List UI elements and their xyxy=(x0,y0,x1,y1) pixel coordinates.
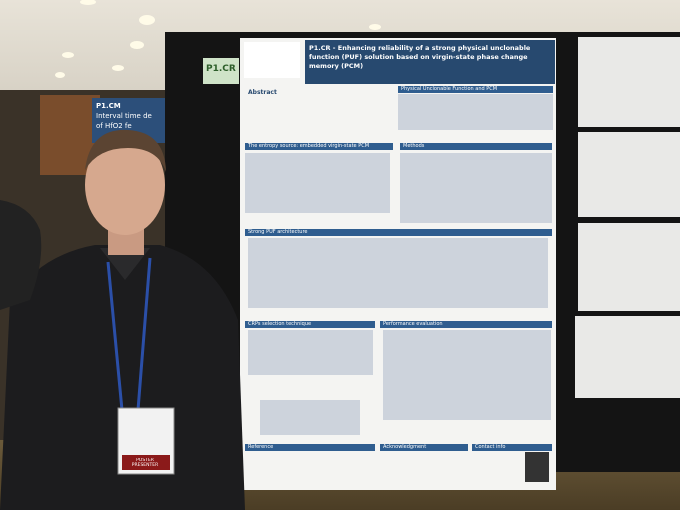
section-heading: The entropy source: embedded virgin-stat… xyxy=(245,143,393,150)
section-heading: Contact info xyxy=(472,444,552,451)
board-label: P1.CR xyxy=(206,64,236,74)
poster-title-band xyxy=(305,40,555,84)
badge-role: POSTER PRESENTER xyxy=(131,458,159,468)
left-sign-title: Interval time de xyxy=(96,112,152,120)
ceiling-lights xyxy=(55,0,381,78)
badge-ribbon xyxy=(122,455,170,470)
face xyxy=(85,135,165,235)
board-label-plate xyxy=(203,58,239,84)
collar xyxy=(100,248,150,280)
sweater xyxy=(0,245,245,510)
left-sign-code: P1.CM xyxy=(96,102,121,110)
hair xyxy=(85,129,166,172)
section-heading: Strong PUF architecture xyxy=(245,229,552,236)
poster-title: P1.CR - Enhancing reliability of a stron… xyxy=(309,44,531,70)
left-sign-title: of HfO2 fe xyxy=(96,122,132,130)
person xyxy=(0,129,245,510)
section-heading: CRPs selection technique xyxy=(245,321,375,328)
poster-figures xyxy=(245,94,553,435)
section-heading: Reference xyxy=(245,444,375,451)
lanyard xyxy=(106,257,152,411)
poster-logos xyxy=(244,42,300,78)
section-heading: Abstract xyxy=(248,89,277,96)
neighbor-posters xyxy=(575,37,680,398)
section-heading: Methods xyxy=(400,143,552,150)
section-heading: Acknowledgment xyxy=(380,444,468,451)
qr-code xyxy=(525,452,549,482)
bystander xyxy=(0,200,42,310)
section-heading: Performance evaluation xyxy=(380,321,552,328)
section-heading: Physical Unclonable Function and PCM xyxy=(398,86,553,93)
